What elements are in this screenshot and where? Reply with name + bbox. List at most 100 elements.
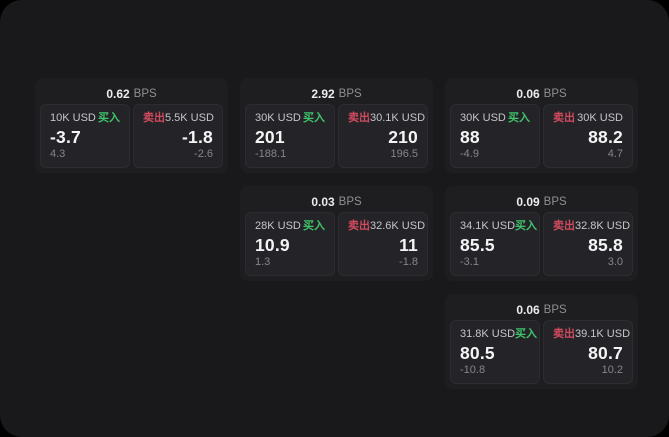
- buy-amount: 10K USD: [50, 112, 96, 124]
- bps-header: 2.92 BPS: [245, 83, 428, 104]
- sell-price: 85.8: [588, 234, 623, 255]
- sell-panel[interactable]: 卖出 5.5K USD -1.8 -2.6: [133, 104, 223, 168]
- buy-price: -3.7: [50, 126, 81, 147]
- sell-label-row: 卖出 30K USD: [553, 112, 623, 125]
- buy-sell-panels: 10K USD 买入 -3.7 4.3 卖出 5.5K USD -1.8 -2.…: [40, 104, 223, 168]
- sell-label-row: 卖出 32.8K USD: [553, 220, 630, 233]
- bps-unit: BPS: [133, 87, 157, 100]
- buy-label-row: 10K USD 买入: [50, 112, 120, 125]
- buy-price: 88: [460, 126, 480, 147]
- sell-tag: 卖出: [553, 112, 575, 124]
- sell-price: 88.2: [588, 126, 623, 147]
- buy-sub-value: -4.9: [460, 148, 479, 160]
- bps-unit: BPS: [543, 87, 567, 100]
- buy-tag: 买入: [98, 112, 120, 124]
- buy-panel[interactable]: 30K USD 买入 201 -188.1: [245, 104, 335, 168]
- bps-unit: BPS: [338, 87, 362, 100]
- buy-tag: 买入: [303, 112, 325, 124]
- buy-label-row: 31.8K USD 买入: [460, 328, 537, 341]
- sell-price: 210: [388, 126, 418, 147]
- buy-sell-panels: 34.1K USD 买入 85.5 -3.1 卖出 32.8K USD 85.8…: [450, 212, 633, 276]
- bps-value: 2.92: [311, 86, 335, 101]
- bps-header: 0.03 BPS: [245, 191, 428, 212]
- sell-label-row: 卖出 32.6K USD: [348, 220, 425, 233]
- buy-amount: 28K USD: [255, 220, 301, 232]
- buy-sell-panels: 31.8K USD 买入 80.5 -10.8 卖出 39.1K USD 80.…: [450, 320, 633, 384]
- sell-panel[interactable]: 卖出 32.6K USD 11 -1.8: [338, 212, 428, 276]
- buy-sub-value: -3.1: [460, 256, 479, 268]
- buy-price: 201: [255, 126, 285, 147]
- sell-amount: 30K USD: [577, 112, 623, 124]
- bps-value: 0.03: [311, 194, 335, 209]
- buy-panel[interactable]: 34.1K USD 买入 85.5 -3.1: [450, 212, 540, 276]
- sell-sub-value: -2.6: [194, 148, 213, 160]
- buy-sub-value: -10.8: [460, 364, 486, 376]
- bps-header: 0.62 BPS: [40, 83, 223, 104]
- buy-panel[interactable]: 31.8K USD 买入 80.5 -10.8: [450, 320, 540, 384]
- bps-value: 0.09: [516, 194, 540, 209]
- buy-label-row: 28K USD 买入: [255, 220, 325, 233]
- sell-amount: 32.6K USD: [370, 220, 426, 232]
- bps-header: 0.06 BPS: [450, 83, 633, 104]
- quote-card: 0.06 BPS 30K USD 买入 88 -4.9 卖出 30K USD: [445, 78, 638, 173]
- sell-panel[interactable]: 卖出 39.1K USD 80.7 10.2: [543, 320, 633, 384]
- sell-amount: 5.5K USD: [165, 112, 214, 124]
- buy-label-row: 30K USD 买入: [255, 112, 325, 125]
- buy-price: 80.5: [460, 342, 495, 363]
- sell-price: -1.8: [182, 126, 213, 147]
- buy-sell-panels: 28K USD 买入 10.9 1.3 卖出 32.6K USD 11 -1.8: [245, 212, 428, 276]
- sell-label-row: 卖出 30.1K USD: [348, 112, 425, 125]
- sell-tag: 卖出: [553, 220, 575, 232]
- quote-card: 0.09 BPS 34.1K USD 买入 85.5 -3.1 卖出 32.8K…: [445, 186, 638, 281]
- sell-tag: 卖出: [143, 112, 165, 124]
- bps-value: 0.62: [106, 86, 130, 101]
- quote-grid: 0.62 BPS 10K USD 买入 -3.7 4.3 卖出 5.5K USD: [35, 78, 638, 389]
- bps-value: 0.06: [516, 86, 540, 101]
- buy-sub-value: -188.1: [255, 148, 287, 160]
- quote-card: 0.06 BPS 31.8K USD 买入 80.5 -10.8 卖出 39.1…: [445, 294, 638, 389]
- buy-amount: 30K USD: [255, 112, 301, 124]
- buy-tag: 买入: [303, 220, 325, 232]
- sell-panel[interactable]: 卖出 30K USD 88.2 4.7: [543, 104, 633, 168]
- bps-unit: BPS: [543, 195, 567, 208]
- sell-sub-value: 196.5: [390, 148, 418, 160]
- buy-price: 10.9: [255, 234, 290, 255]
- buy-amount: 34.1K USD: [460, 220, 516, 232]
- bps-header: 0.09 BPS: [450, 191, 633, 212]
- bps-unit: BPS: [543, 303, 567, 316]
- bps-unit: BPS: [338, 195, 362, 208]
- sell-label-row: 卖出 5.5K USD: [143, 112, 214, 125]
- buy-panel[interactable]: 10K USD 买入 -3.7 4.3: [40, 104, 130, 168]
- buy-amount: 31.8K USD: [460, 328, 516, 340]
- sell-sub-value: 10.2: [601, 364, 623, 376]
- bps-header: 0.06 BPS: [450, 299, 633, 320]
- buy-panel[interactable]: 28K USD 买入 10.9 1.3: [245, 212, 335, 276]
- sell-label-row: 卖出 39.1K USD: [553, 328, 630, 341]
- buy-amount: 30K USD: [460, 112, 506, 124]
- sell-panel[interactable]: 卖出 30.1K USD 210 196.5: [338, 104, 428, 168]
- sell-sub-value: 4.7: [607, 148, 623, 160]
- buy-tag: 买入: [515, 328, 538, 340]
- bps-value: 0.06: [516, 302, 540, 317]
- quote-card: 0.62 BPS 10K USD 买入 -3.7 4.3 卖出 5.5K USD: [35, 78, 228, 173]
- sell-amount: 39.1K USD: [575, 328, 631, 340]
- buy-sell-panels: 30K USD 买入 88 -4.9 卖出 30K USD 88.2 4.7: [450, 104, 633, 168]
- sell-tag: 卖出: [553, 328, 575, 340]
- sell-amount: 30.1K USD: [370, 112, 426, 124]
- buy-price: 85.5: [460, 234, 495, 255]
- buy-label-row: 34.1K USD 买入: [460, 220, 537, 233]
- buy-sell-panels: 30K USD 买入 201 -188.1 卖出 30.1K USD 210 1…: [245, 104, 428, 168]
- quote-card: 0.03 BPS 28K USD 买入 10.9 1.3 卖出 32.6K US…: [240, 186, 433, 281]
- sell-price: 80.7: [588, 342, 623, 363]
- sell-tag: 卖出: [348, 112, 370, 124]
- sell-tag: 卖出: [348, 220, 370, 232]
- sell-panel[interactable]: 卖出 32.8K USD 85.8 3.0: [543, 212, 633, 276]
- buy-tag: 买入: [515, 220, 538, 232]
- buy-tag: 买入: [508, 112, 530, 124]
- buy-panel[interactable]: 30K USD 买入 88 -4.9: [450, 104, 540, 168]
- buy-sub-value: 1.3: [255, 256, 271, 268]
- sell-price: 11: [399, 234, 418, 255]
- sell-sub-value: 3.0: [607, 256, 623, 268]
- buy-label-row: 30K USD 买入: [460, 112, 530, 125]
